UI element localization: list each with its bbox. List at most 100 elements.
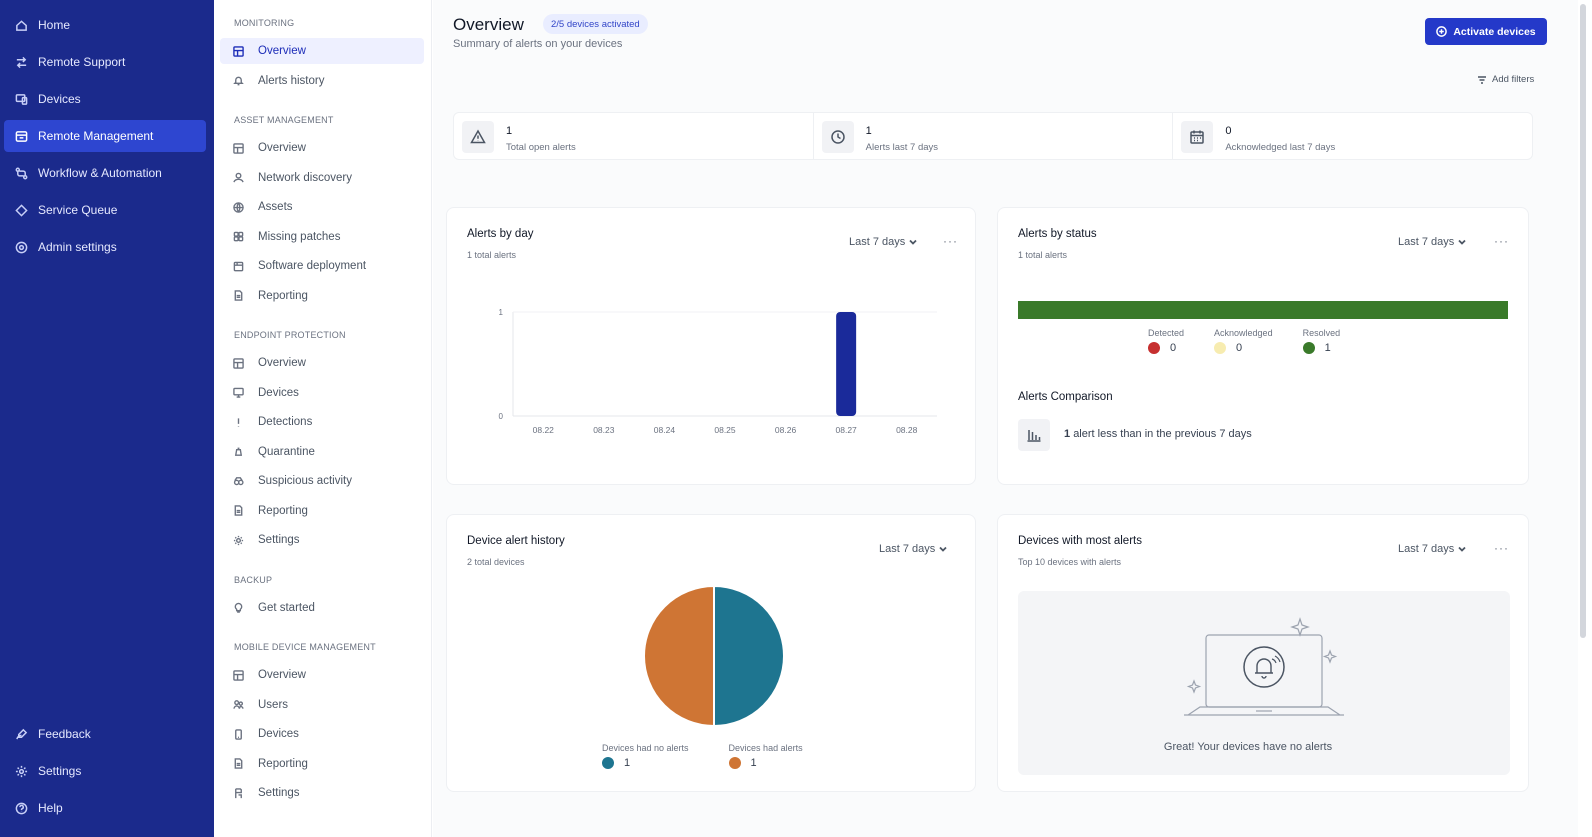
secondary-nav-item[interactable]: Suspicious activity: [220, 468, 424, 494]
stat-acknowledged-last-7-days: 0 Acknowledged last 7 days: [1173, 113, 1532, 159]
secondary-nav-item[interactable]: Overview: [220, 135, 424, 161]
stat-total-open-alerts: 1 Total open alerts: [454, 113, 814, 159]
plus-circle-icon: [1436, 26, 1448, 37]
legend-item: Acknowledged 0: [1214, 328, 1273, 354]
secondary-nav-item[interactable]: Detections: [220, 409, 424, 435]
legend-item: Devices had no alerts 1: [602, 743, 689, 769]
legend-label: Detected: [1148, 328, 1185, 338]
secondary-nav-item[interactable]: Overview: [220, 38, 424, 64]
secondary-nav-item[interactable]: Missing patches: [220, 224, 424, 250]
comparison-value: 1: [1064, 428, 1071, 440]
y-tick-label: 1: [499, 308, 504, 317]
empty-state: Great! Your devices have no alerts: [1018, 591, 1510, 775]
secondary-nav-item[interactable]: Users: [220, 692, 424, 718]
secondary-nav-item[interactable]: Alerts history: [220, 68, 424, 94]
scrollbar[interactable]: [1580, 4, 1586, 638]
secondary-nav-item[interactable]: Devices: [220, 380, 424, 406]
primary-nav-label: Help: [38, 801, 63, 815]
section-title: BACKUP: [234, 574, 273, 585]
report-icon: [232, 505, 244, 517]
range-select[interactable]: Last 7 days: [1398, 236, 1466, 248]
primary-nav-item[interactable]: Service Queue: [4, 194, 206, 226]
legend-item: Devices had alerts 1: [728, 743, 803, 769]
feedback-icon: [14, 727, 28, 741]
secondary-nav-item[interactable]: Settings: [220, 780, 424, 806]
devices-most-alerts-card: Devices with most alerts Top 10 devices …: [997, 514, 1529, 792]
secondary-nav-item[interactable]: Settings: [220, 527, 424, 553]
more-options-button[interactable]: ···: [943, 234, 958, 248]
range-select[interactable]: Last 7 days: [1398, 543, 1466, 555]
comparison-title: Alerts Comparison: [1018, 391, 1113, 403]
secondary-nav-item[interactable]: Quarantine: [220, 439, 424, 465]
legend-item: Resolved 1: [1302, 328, 1341, 354]
report-icon: [232, 758, 244, 770]
primary-nav-item[interactable]: Workflow & Automation: [4, 157, 206, 189]
secondary-nav-label: Settings: [258, 534, 300, 546]
secondary-nav-item[interactable]: Software deployment: [220, 253, 424, 279]
grid-icon: [232, 142, 244, 154]
legend-value: 0: [1236, 342, 1243, 354]
legend-dot: [1148, 342, 1160, 354]
x-tick-label: 08.22: [533, 425, 555, 435]
legend-label: Acknowledged: [1214, 328, 1273, 338]
card-title: Device alert history: [467, 535, 565, 547]
secondary-nav-item[interactable]: Reporting: [220, 283, 424, 309]
device-alert-history-pie: [643, 584, 785, 728]
secondary-nav-item[interactable]: Reporting: [220, 751, 424, 777]
primary-nav-item[interactable]: Devices: [4, 83, 206, 115]
add-filters-button[interactable]: Add filters: [1477, 74, 1534, 85]
legend-label: Resolved: [1302, 328, 1341, 338]
chevron-down-icon: [1458, 239, 1466, 245]
network-icon: [232, 172, 244, 184]
alerts-by-status-bar: [1018, 301, 1508, 319]
secondary-sidebar: MONITORING Overview Alerts history ASSET MA…: [214, 0, 432, 837]
grid-icon: [232, 45, 244, 57]
settings-icon: [232, 787, 244, 799]
primary-nav-item[interactable]: Admin settings: [4, 231, 206, 263]
home-icon: [14, 18, 28, 32]
primary-nav-item[interactable]: Help: [4, 792, 206, 824]
pie-slice: [713, 584, 785, 728]
section-title: ENDPOINT PROTECTION: [234, 330, 346, 340]
globe-icon: [232, 201, 244, 213]
secondary-nav-item[interactable]: Devices: [220, 721, 424, 747]
laptop-bell-illustration: [1184, 617, 1344, 716]
card-subtitle: 1 total alerts: [1018, 250, 1068, 260]
secondary-nav-item[interactable]: Network discovery: [220, 165, 424, 191]
quarantine-icon: [232, 446, 244, 458]
primary-nav-label: Home: [38, 18, 71, 32]
range-select[interactable]: Last 7 days: [879, 543, 947, 555]
primary-nav-item[interactable]: Feedback: [4, 718, 206, 750]
primary-nav-item[interactable]: Settings: [4, 755, 206, 787]
comparison-description: alert less than in the previous 7 days: [1073, 428, 1252, 440]
secondary-nav-item[interactable]: Get started: [220, 595, 424, 621]
legend-dot: [1214, 342, 1227, 354]
more-options-button[interactable]: ···: [1494, 541, 1509, 555]
primary-nav-item[interactable]: Home: [4, 9, 206, 41]
card-title: Devices with most alerts: [1018, 535, 1142, 547]
chevron-down-icon: [939, 546, 947, 552]
lightbulb-icon: [232, 602, 244, 614]
range-select[interactable]: Last 7 days: [849, 236, 917, 248]
bar: [836, 312, 857, 416]
gear-icon: [232, 534, 244, 546]
secondary-nav-item[interactable]: Assets: [220, 194, 424, 220]
primary-nav-label: Feedback: [38, 727, 91, 741]
grid-icon: [232, 669, 244, 681]
stat-label: Acknowledged last 7 days: [1225, 142, 1336, 153]
secondary-nav-item[interactable]: Reporting: [220, 498, 424, 524]
add-filters-label: Add filters: [1492, 74, 1535, 85]
arrows-icon: [14, 55, 28, 69]
activate-devices-button[interactable]: Activate devices: [1425, 18, 1547, 45]
alerts-by-day-card: Alerts by day 1 total alerts Last 7 days…: [446, 207, 976, 485]
primary-nav-item[interactable]: Remote Support: [4, 46, 206, 78]
primary-nav-label: Devices: [38, 92, 81, 106]
more-options-button[interactable]: ···: [1494, 234, 1509, 248]
primary-nav-item[interactable]: Remote Management: [4, 120, 206, 152]
secondary-nav-label: Overview: [258, 357, 306, 369]
secondary-nav-label: Users: [258, 698, 289, 711]
secondary-nav-item[interactable]: Overview: [220, 350, 424, 376]
secondary-nav-item[interactable]: Overview: [220, 662, 424, 688]
management-icon: [14, 129, 28, 143]
secondary-nav-label: Overview: [258, 45, 306, 57]
